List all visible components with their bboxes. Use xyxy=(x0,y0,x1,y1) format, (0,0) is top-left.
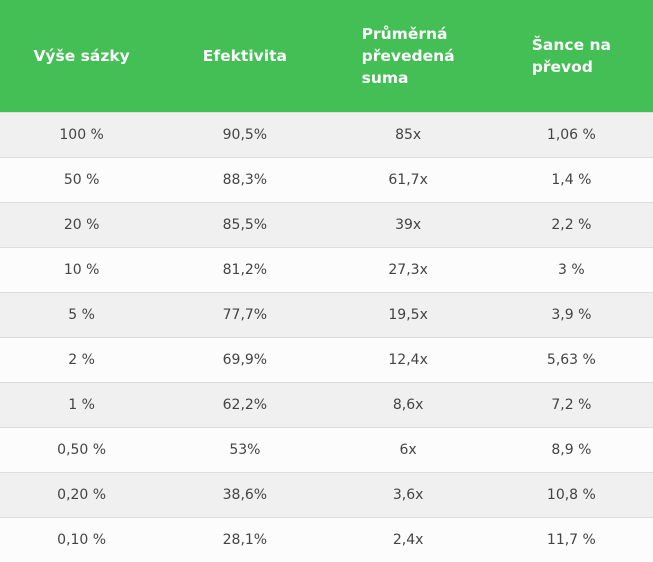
cell-bet-size: 20 % xyxy=(0,201,164,247)
header-chance-line-2: převod xyxy=(531,57,593,76)
cell-efficiency: 62,2% xyxy=(163,381,327,427)
cell-average-amount: 12,4x xyxy=(326,336,490,382)
cell-conversion-chance: 1,06 % xyxy=(489,111,653,157)
cell-bet-size: 0,10 % xyxy=(0,516,164,562)
table-body: 100 % 90,5% 85x 1,06 % 50 % 88,3% 61,7x … xyxy=(0,111,653,562)
header-average-line-2: převedená xyxy=(361,46,455,65)
header-row: Výše sázky Efektivita Průměrná převedená… xyxy=(0,0,653,112)
table-row: 100 % 90,5% 85x 1,06 % xyxy=(0,111,653,157)
cell-efficiency: 81,2% xyxy=(163,246,327,292)
table-row: 20 % 85,5% 39x 2,2 % xyxy=(0,201,653,247)
table-row: 50 % 88,3% 61,7x 1,4 % xyxy=(0,156,653,202)
cell-bet-size: 0,20 % xyxy=(0,471,164,517)
cell-conversion-chance: 7,2 % xyxy=(489,381,653,427)
table-row: 10 % 81,2% 27,3x 3 % xyxy=(0,246,653,292)
cell-conversion-chance: 1,4 % xyxy=(489,156,653,202)
table-row: 0,10 % 28,1% 2,4x 11,7 % xyxy=(0,516,653,562)
cell-conversion-chance: 5,63 % xyxy=(489,336,653,382)
cell-bet-size: 10 % xyxy=(0,246,164,292)
cell-bet-size: 2 % xyxy=(0,336,164,382)
cell-average-amount: 2,4x xyxy=(326,516,490,562)
header-bet-size: Výše sázky xyxy=(0,0,163,112)
cell-average-amount: 85x xyxy=(326,111,490,157)
header-average-line-3: suma xyxy=(361,68,409,87)
cell-efficiency: 53% xyxy=(163,426,327,472)
cell-conversion-chance: 10,8 % xyxy=(489,471,653,517)
cell-conversion-chance: 3 % xyxy=(489,246,653,292)
cell-average-amount: 19,5x xyxy=(326,291,490,337)
table-row: 0,20 % 38,6% 3,6x 10,8 % xyxy=(0,471,653,517)
table-row: 1 % 62,2% 8,6x 7,2 % xyxy=(0,381,653,427)
cell-average-amount: 61,7x xyxy=(326,156,490,202)
header-bet-size-line: Výše sázky xyxy=(33,46,130,65)
cell-average-amount: 39x xyxy=(326,201,490,247)
cell-efficiency: 77,7% xyxy=(163,291,327,337)
cell-average-amount: 8,6x xyxy=(326,381,490,427)
header-average-converted-amount: Průměrná převedená suma xyxy=(327,0,490,112)
cell-efficiency: 69,9% xyxy=(163,336,327,382)
header-chance-line-1: Šance na xyxy=(531,35,611,54)
cell-average-amount: 3,6x xyxy=(326,471,490,517)
header-efficiency: Efektivita xyxy=(163,0,326,112)
cell-average-amount: 6x xyxy=(326,426,490,472)
cell-bet-size: 100 % xyxy=(0,111,164,157)
cell-efficiency: 88,3% xyxy=(163,156,327,202)
table-row: 5 % 77,7% 19,5x 3,9 % xyxy=(0,291,653,337)
table-header: Výše sázky Efektivita Průměrná převedená… xyxy=(0,0,653,112)
header-efficiency-line: Efektivita xyxy=(202,46,287,65)
cell-bet-size: 0,50 % xyxy=(0,426,164,472)
cell-average-amount: 27,3x xyxy=(326,246,490,292)
cell-bet-size: 50 % xyxy=(0,156,164,202)
cell-conversion-chance: 11,7 % xyxy=(489,516,653,562)
cell-conversion-chance: 3,9 % xyxy=(489,291,653,337)
cell-bet-size: 1 % xyxy=(0,381,164,427)
cell-efficiency: 38,6% xyxy=(163,471,327,517)
cell-bet-size: 5 % xyxy=(0,291,164,337)
cell-conversion-chance: 2,2 % xyxy=(489,201,653,247)
cell-conversion-chance: 8,9 % xyxy=(489,426,653,472)
table-row: 2 % 69,9% 12,4x 5,63 % xyxy=(0,336,653,382)
header-conversion-chance: Šance na převod xyxy=(490,0,653,112)
cell-efficiency: 85,5% xyxy=(163,201,327,247)
header-average-line-1: Průměrná xyxy=(361,24,448,43)
cell-efficiency: 90,5% xyxy=(163,111,327,157)
cell-efficiency: 28,1% xyxy=(163,516,327,562)
table-row: 0,50 % 53% 6x 8,9 % xyxy=(0,426,653,472)
